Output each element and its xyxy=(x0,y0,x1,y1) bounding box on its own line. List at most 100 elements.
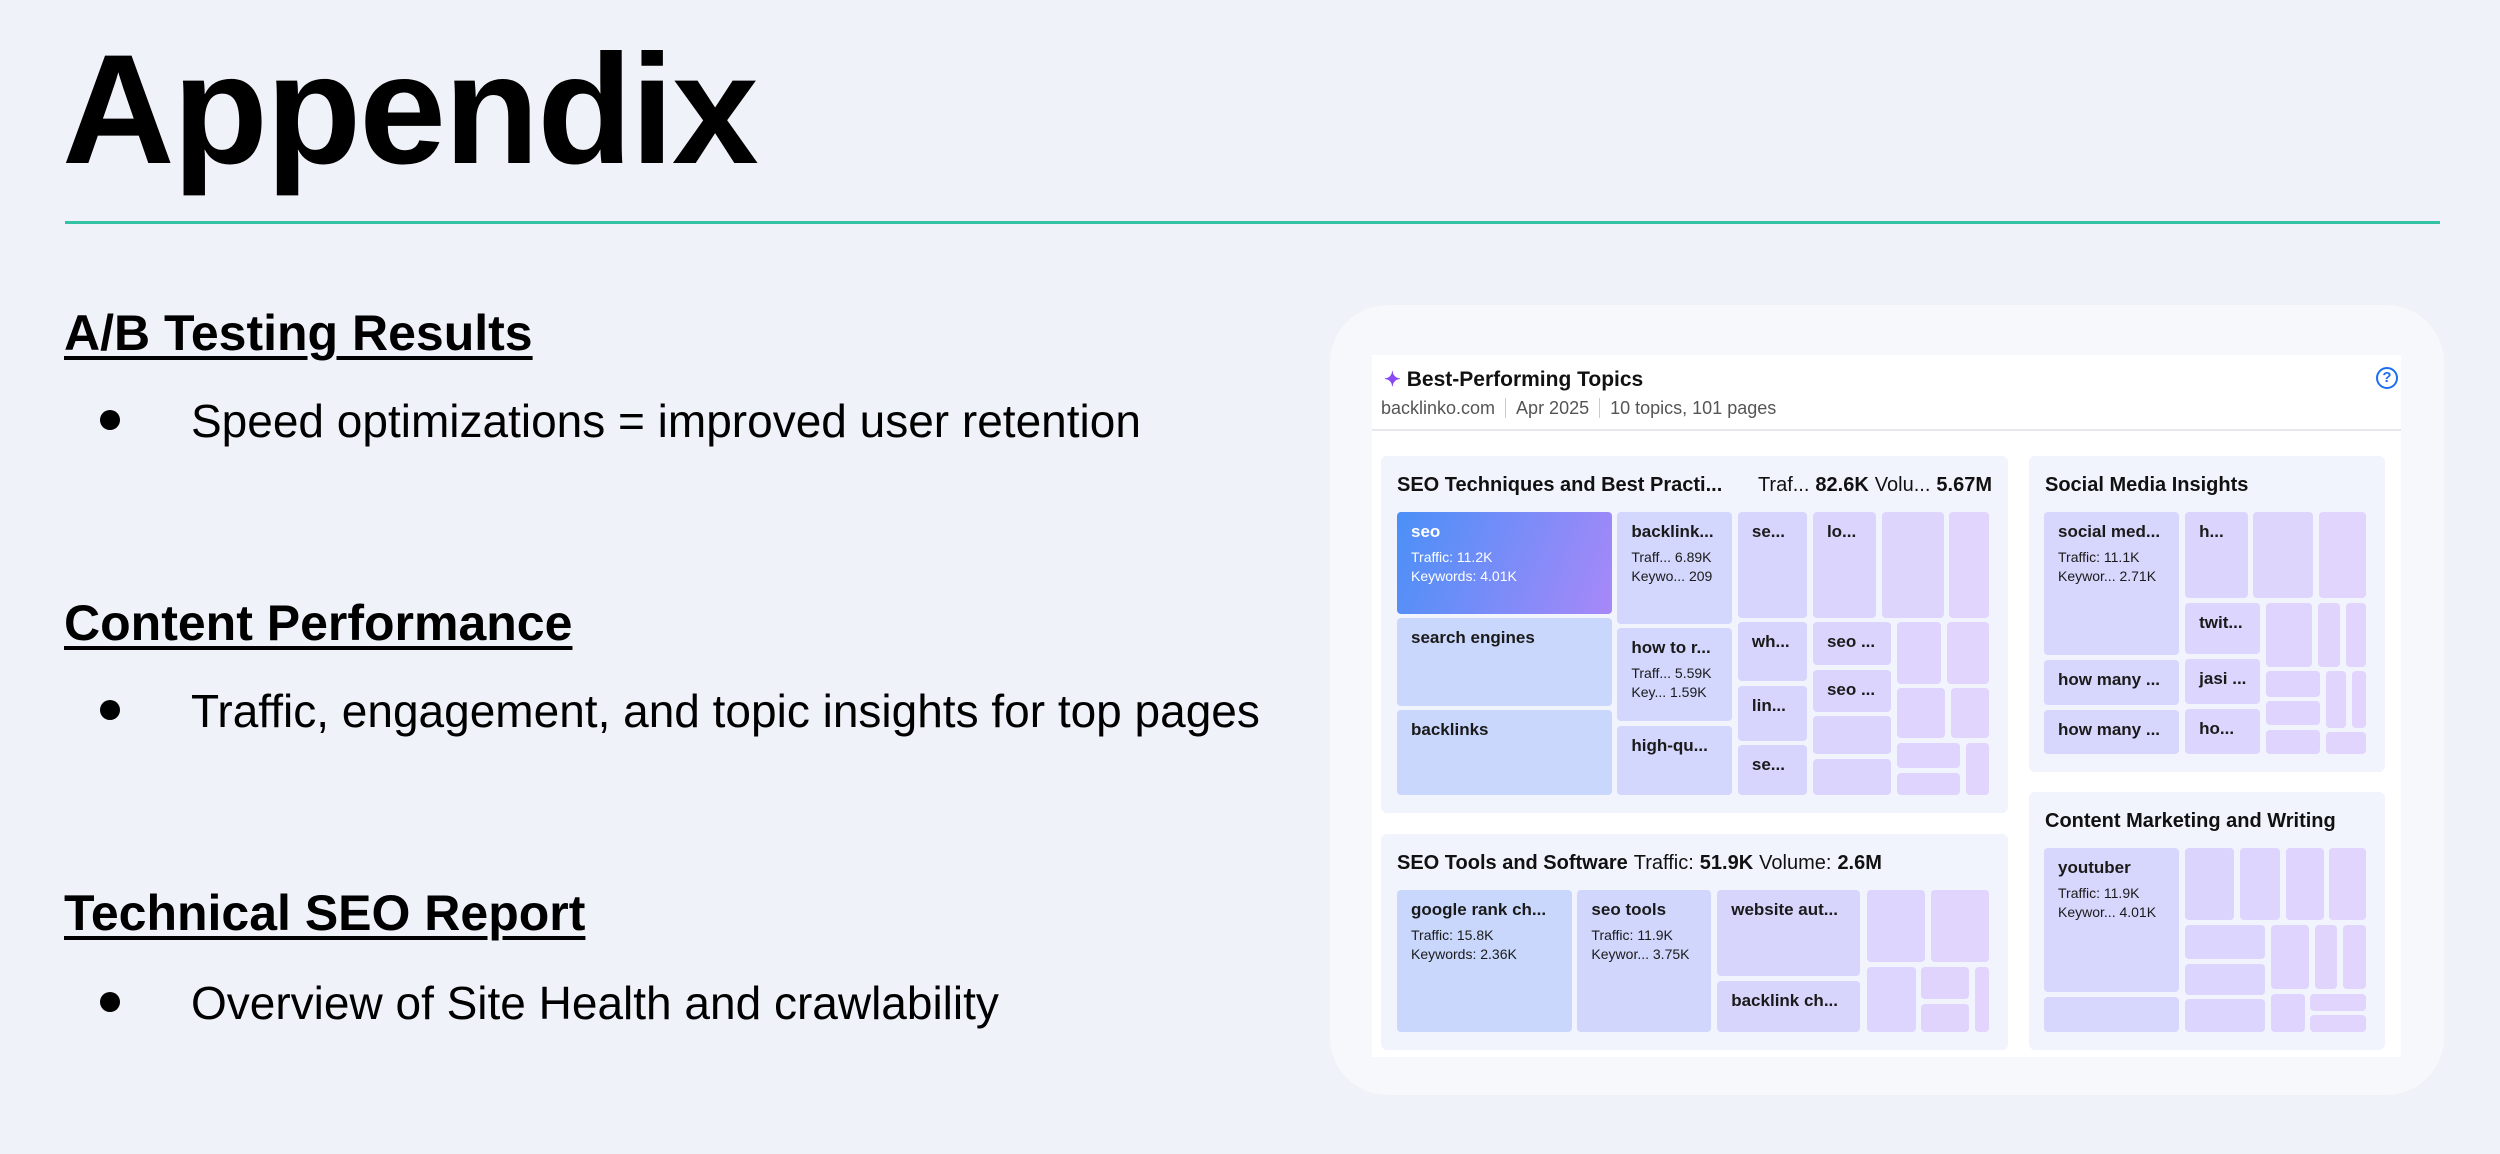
treemap: google rank ch... Traffic: 15.8K Keywords:… xyxy=(1397,890,1992,1034)
treemap-tile[interactable] xyxy=(2326,671,2347,728)
tile-label: how many ... xyxy=(2058,669,2161,689)
group-name: SEO Techniques and Best Practi... xyxy=(1397,474,1723,496)
tile-label: ho... xyxy=(2199,718,2235,738)
group-header: Content Marketing and Writing xyxy=(2045,810,2336,833)
treemap-tile[interactable] xyxy=(1921,967,1970,1000)
treemap-tile[interactable] xyxy=(2342,925,2367,990)
treemap-tile[interactable] xyxy=(1896,742,1961,769)
treemap-tile[interactable] xyxy=(2253,512,2314,599)
tile-stat-keywords: Keywor... 4.01K xyxy=(2058,903,2157,920)
treemap-tile[interactable]: social med... Traffic: 11.1K Keywor... 2.7… xyxy=(2044,512,2179,655)
traffic-label: Traf... xyxy=(1757,474,1810,496)
treemap-tile[interactable] xyxy=(1974,967,1990,1032)
treemap-tile[interactable]: youtuber Traffic: 11.9K Keywor... 4.01K xyxy=(2044,848,2179,993)
topic-group-seo-tools[interactable]: SEO Tools and Software Traffic: 51.9K Vol… xyxy=(1381,834,2008,1050)
treemap-tile[interactable] xyxy=(2314,925,2338,990)
treemap-tile[interactable]: backlink ch... xyxy=(1717,980,1861,1032)
title-divider xyxy=(65,221,2440,224)
question-circle-icon[interactable]: ? xyxy=(2376,367,2398,389)
treemap-tile[interactable]: high-qu... xyxy=(1617,725,1733,795)
treemap-tile[interactable] xyxy=(2270,925,2310,990)
treemap-tile[interactable] xyxy=(1950,688,1990,739)
treemap-tile[interactable] xyxy=(1881,512,1944,618)
treemap-tile[interactable]: lo... xyxy=(1812,512,1877,618)
treemap-tile[interactable] xyxy=(1866,967,1916,1032)
treemap-tile[interactable] xyxy=(2265,701,2321,725)
tile-stats: Traff... 6.89K Keywo... 209 xyxy=(1631,548,1732,586)
treemap-tile[interactable]: search engines xyxy=(1397,618,1612,706)
treemap-tile[interactable] xyxy=(1949,512,1990,618)
treemap-tile[interactable]: backlinks xyxy=(1397,710,1612,795)
tile-stats: Traffic: 11.9K Keywor... 3.75K xyxy=(1591,926,1711,964)
treemap-tile[interactable]: how many ... xyxy=(2044,659,2179,705)
treemap-tile[interactable] xyxy=(2329,848,2367,921)
treemap-tile[interactable]: seo tools Traffic: 11.9K Keywor... 3.75K xyxy=(1577,890,1712,1032)
topic-group-content-marketing[interactable]: Content Marketing and Writing youtuber Tr… xyxy=(2029,792,2385,1050)
sparkle-icon: ✦ xyxy=(1384,369,1401,391)
treemap-tile[interactable] xyxy=(1965,742,1990,795)
treemap-tile[interactable] xyxy=(2310,1015,2367,1032)
treemap-tile[interactable] xyxy=(1930,890,1990,963)
treemap-tile[interactable]: wh... xyxy=(1737,622,1807,681)
treemap-tile[interactable] xyxy=(2351,671,2367,728)
treemap-tile[interactable] xyxy=(2185,999,2265,1032)
treemap: seo Traffic: 11.2K Keywords: 4.01K search e… xyxy=(1397,512,1992,797)
treemap-tile[interactable]: backlink... Traff... 6.89K Keywo... 209 xyxy=(1617,512,1733,624)
treemap-tile[interactable]: se... xyxy=(1737,512,1807,618)
tile-label: backlink ch... xyxy=(1731,990,1838,1010)
treemap-tile[interactable]: google rank ch... Traffic: 15.8K Keywords:… xyxy=(1397,890,1572,1032)
treemap-tile[interactable]: lin... xyxy=(1737,685,1807,741)
treemap-tile[interactable] xyxy=(1921,1004,1970,1032)
topic-group-social-media[interactable]: Social Media Insights social med... Traff… xyxy=(2029,456,2385,772)
treemap-tile[interactable] xyxy=(2345,602,2367,667)
treemap-tile[interactable] xyxy=(1946,622,1990,684)
treemap-tile[interactable] xyxy=(2185,963,2265,995)
volume-value: 2.6M xyxy=(1837,852,1882,874)
separator xyxy=(1505,398,1507,418)
treemap-tile[interactable]: how many ... xyxy=(2044,709,2179,754)
tile-stat-keywords: Keywords: 4.01K xyxy=(1411,567,1517,584)
treemap-tile[interactable] xyxy=(1896,622,1942,684)
treemap-tile[interactable]: seo ... xyxy=(1812,669,1892,712)
treemap-tile[interactable] xyxy=(2318,512,2367,599)
treemap-tile[interactable]: se... xyxy=(1737,745,1807,795)
tile-stat-traffic: Traffic: 11.1K xyxy=(2058,549,2140,565)
treemap-tile[interactable] xyxy=(1896,772,1961,795)
volume-label: Volume: xyxy=(1759,852,1832,874)
treemap-tile[interactable] xyxy=(2318,602,2341,667)
volume-label: Volu... xyxy=(1874,474,1931,496)
treemap-tile[interactable] xyxy=(2265,671,2321,697)
treemap-tile[interactable] xyxy=(2270,994,2305,1032)
tile-label: how many ... xyxy=(2058,719,2161,739)
treemap-tile[interactable]: seo ... xyxy=(1812,622,1892,665)
treemap-tile[interactable] xyxy=(2185,848,2235,921)
treemap-tile[interactable]: jasi ... xyxy=(2185,658,2261,705)
tile-label: se... xyxy=(1751,522,1785,541)
treemap-tile[interactable]: website aut... xyxy=(1717,890,1861,977)
treemap-tile[interactable]: how to r... Traff... 5.59K Key... 1.59K xyxy=(1617,628,1733,721)
treemap-tile[interactable] xyxy=(2310,994,2367,1011)
treemap-tile[interactable] xyxy=(2326,732,2367,754)
treemap-tile[interactable] xyxy=(1812,716,1892,755)
tile-label: high-qu... xyxy=(1631,735,1708,755)
treemap-tile[interactable] xyxy=(2265,729,2321,754)
treemap-tile[interactable]: h... xyxy=(2185,512,2248,599)
treemap-tile[interactable]: twit... xyxy=(2185,602,2261,655)
treemap: social med... Traffic: 11.1K Keywor... 2.7… xyxy=(2044,512,2369,756)
treemap-tile[interactable] xyxy=(2239,848,2281,921)
treemap-tile[interactable]: seo Traffic: 11.2K Keywords: 4.01K xyxy=(1397,512,1612,614)
treemap-tile[interactable]: ho... xyxy=(2185,708,2261,754)
treemap-tile[interactable] xyxy=(2185,925,2265,959)
treemap-tile[interactable] xyxy=(1812,758,1892,795)
topic-group-seo-techniques[interactable]: SEO Techniques and Best Practi... Traf..… xyxy=(1381,456,2008,813)
tile-label: seo xyxy=(1411,522,1441,541)
tile-label: wh... xyxy=(1751,632,1790,652)
treemap-tile[interactable] xyxy=(2265,602,2312,667)
tile-stat-keywords: Keywo... 209 xyxy=(1631,567,1713,584)
treemap-tile[interactable] xyxy=(2285,848,2324,921)
separator xyxy=(1599,398,1601,418)
tile-stat-traffic: Traffic: 11.9K xyxy=(2058,885,2140,901)
treemap-tile[interactable] xyxy=(2044,996,2179,1032)
treemap-tile[interactable] xyxy=(1896,688,1946,739)
treemap-tile[interactable] xyxy=(1866,890,1926,963)
